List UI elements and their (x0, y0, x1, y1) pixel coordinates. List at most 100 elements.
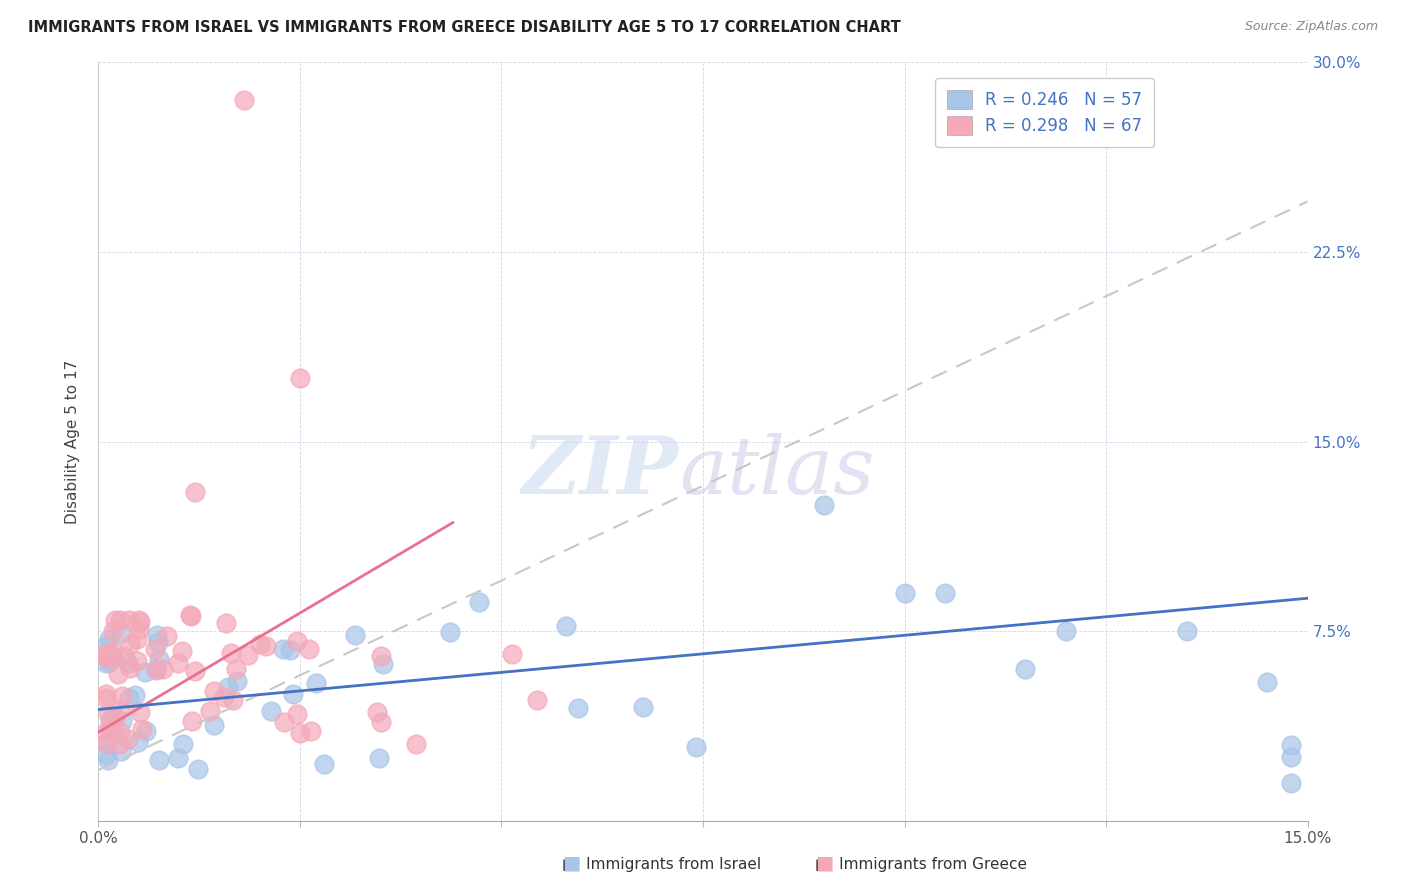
Point (148, 753, 170, 767)
Point (179, 607, 201, 622)
Point (128, 615, 150, 629)
Point (156, 629, 179, 643)
Point (131, 722, 153, 736)
Point (129, 705, 152, 719)
Y-axis label: Disability Age 5 to 17: Disability Age 5 to 17 (65, 359, 80, 524)
Point (145, 664, 167, 678)
Point (180, 714, 202, 728)
Point (98, 719, 121, 733)
Point (278, 643, 301, 657)
Point (468, 595, 491, 609)
Point (232, 94, 254, 108)
Point (110, 743, 132, 757)
Point (1281, 738, 1303, 752)
Point (100, 713, 122, 727)
Point (98, 632, 121, 647)
Point (127, 653, 149, 667)
Point (125, 632, 148, 646)
Text: ■: ■ (815, 854, 834, 872)
Point (117, 656, 139, 670)
Point (167, 656, 190, 670)
Point (501, 647, 523, 661)
Point (146, 628, 169, 642)
Point (172, 738, 194, 752)
Point (217, 680, 239, 694)
Point (226, 673, 249, 688)
Point (96, 646, 118, 660)
Point (128, 622, 150, 636)
Point (118, 637, 141, 651)
Point (254, 639, 277, 653)
Point (273, 715, 295, 730)
Point (555, 619, 578, 633)
Point (214, 690, 236, 705)
Point (100, 725, 122, 739)
Point (1014, 662, 1036, 676)
Point (110, 626, 132, 640)
Text: Source: ZipAtlas.com: Source: ZipAtlas.com (1244, 20, 1378, 33)
Point (104, 712, 127, 726)
Point (222, 693, 245, 707)
Point (128, 613, 150, 627)
Point (96, 687, 118, 701)
Point (219, 646, 242, 660)
Point (259, 704, 281, 718)
Text: ZIP: ZIP (522, 434, 679, 510)
Point (202, 718, 225, 732)
Point (146, 635, 169, 649)
Point (96, 639, 118, 653)
Point (184, 485, 207, 500)
Point (1256, 674, 1278, 689)
Point (118, 660, 141, 674)
Point (96, 649, 118, 664)
Point (96, 747, 118, 761)
Point (1281, 750, 1303, 764)
Point (107, 737, 129, 751)
Point (934, 586, 956, 600)
Point (124, 688, 146, 702)
Point (685, 740, 707, 755)
Point (108, 725, 131, 739)
Point (152, 662, 174, 676)
Point (101, 649, 124, 664)
Point (225, 661, 247, 675)
Point (215, 615, 238, 630)
Point (271, 642, 294, 657)
Point (111, 690, 134, 704)
Point (96, 649, 118, 664)
Point (107, 666, 129, 681)
Point (343, 628, 366, 642)
Point (1281, 776, 1303, 790)
Point (170, 644, 193, 658)
Legend: R = 0.246   N = 57, R = 0.298   N = 67: R = 0.246 N = 57, R = 0.298 N = 67 (935, 78, 1154, 147)
Point (893, 586, 915, 600)
Point (366, 705, 388, 719)
Point (104, 613, 127, 627)
Point (567, 701, 589, 715)
Point (285, 706, 308, 721)
Point (288, 371, 311, 385)
Point (101, 649, 124, 664)
Text: atlas: atlas (679, 434, 875, 510)
Point (187, 762, 209, 776)
Point (370, 715, 392, 730)
Text: ■  Immigrants from Greece: ■ Immigrants from Greece (815, 857, 1028, 872)
Point (117, 732, 139, 747)
Point (112, 648, 135, 663)
Point (439, 624, 461, 639)
Point (118, 690, 141, 705)
Point (1054, 624, 1077, 639)
Point (371, 657, 394, 671)
Point (148, 651, 170, 665)
Point (249, 637, 271, 651)
Point (127, 735, 149, 749)
Point (97, 706, 120, 721)
Point (287, 634, 309, 648)
Point (101, 624, 124, 639)
Point (145, 662, 167, 676)
Point (288, 726, 311, 740)
Point (1175, 624, 1198, 639)
Text: IMMIGRANTS FROM ISRAEL VS IMMIGRANTS FROM GREECE DISABILITY AGE 5 TO 17 CORRELAT: IMMIGRANTS FROM ISRAEL VS IMMIGRANTS FRO… (28, 20, 901, 35)
Point (166, 751, 188, 765)
Point (631, 700, 654, 714)
